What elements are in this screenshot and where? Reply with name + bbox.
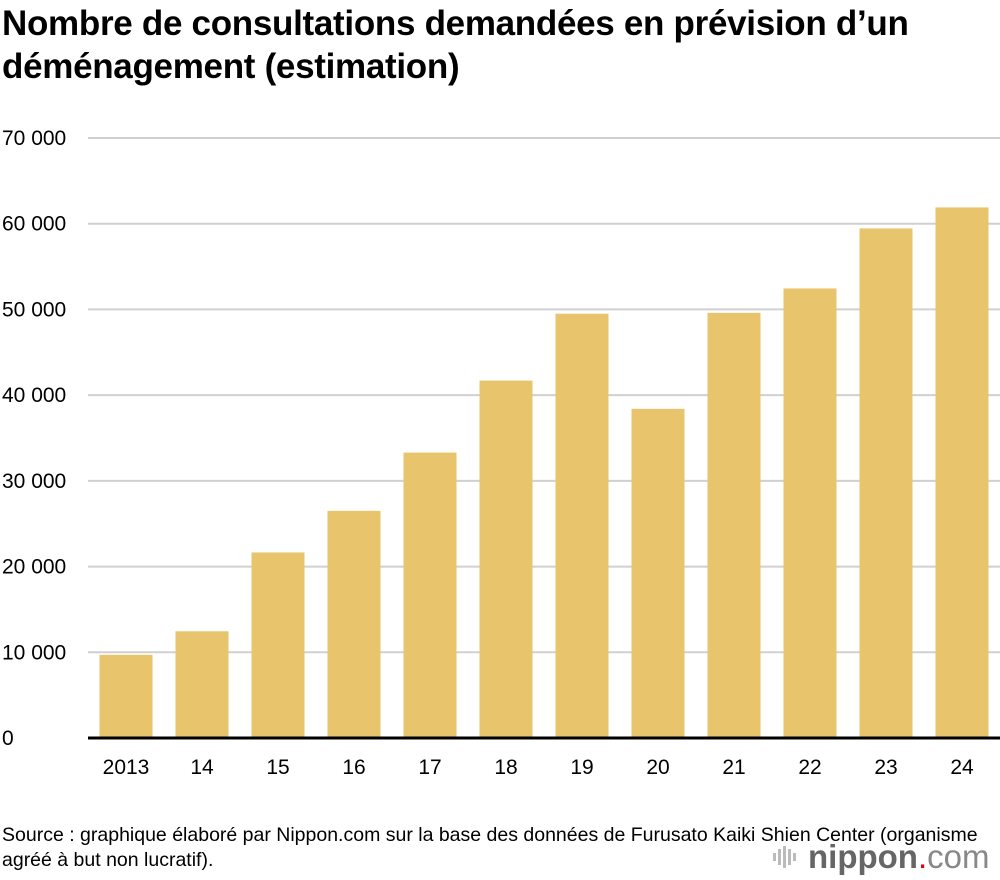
x-tick-label: 2013 [103,756,150,779]
y-tick-label: 60 000 [2,213,66,236]
x-tick-label: 22 [798,756,821,779]
y-tick-label: 40 000 [2,384,66,407]
y-tick-label: 20 000 [2,556,66,579]
logo-dot: . [917,838,928,875]
x-tick-label: 19 [570,756,593,779]
logo-name: nippon [808,838,918,875]
x-axis-labels: 2013 14 15 16 17 18 19 20 21 22 23 24 [103,756,974,779]
x-tick-label: 24 [950,756,974,779]
bar-21 [707,312,761,738]
bar-15 [251,552,305,738]
y-tick-label: 30 000 [2,470,66,493]
x-tick-label: 17 [418,756,441,779]
bar-18 [479,380,533,738]
x-tick-label: 16 [342,756,365,779]
bar-16 [327,510,381,738]
x-tick-label: 14 [190,756,214,779]
x-tick-label: 18 [494,756,517,779]
gridlines [88,137,1000,654]
nippon-logo: nippon. com [772,838,989,876]
bar-17 [403,452,457,738]
x-tick-label: 23 [874,756,897,779]
bar-2013 [99,654,153,738]
y-tick-label: 50 000 [2,298,66,321]
source-text: Source : graphique élaboré par Nippon.co… [2,824,978,871]
y-tick-label: 10 000 [2,641,66,664]
bar-24 [935,207,989,738]
source-note: Source : graphique élaboré par Nippon.co… [2,823,1000,873]
x-tick-label: 15 [266,756,289,779]
x-tick-label: 21 [722,756,745,779]
bar-22 [783,288,837,738]
bar-chart: 0 10 000 20 000 30 000 40 000 50 000 60 000 70 … [2,127,1000,779]
bar-23 [859,228,913,738]
y-axis-labels: 0 10 000 20 000 30 000 40 000 50 000 60 000 70 … [2,127,66,750]
y-tick-label: 70 000 [2,127,66,150]
y-tick-label: 0 [2,727,14,750]
sound-wave-icon [773,846,796,868]
bar-14 [175,631,229,738]
logo-com: com [927,838,990,875]
x-tick-label: 20 [646,756,669,779]
chart-title: Nombre de consultations demandées en pré… [2,4,909,86]
bars [99,207,989,738]
bar-19 [555,313,609,738]
bar-20 [631,408,685,738]
